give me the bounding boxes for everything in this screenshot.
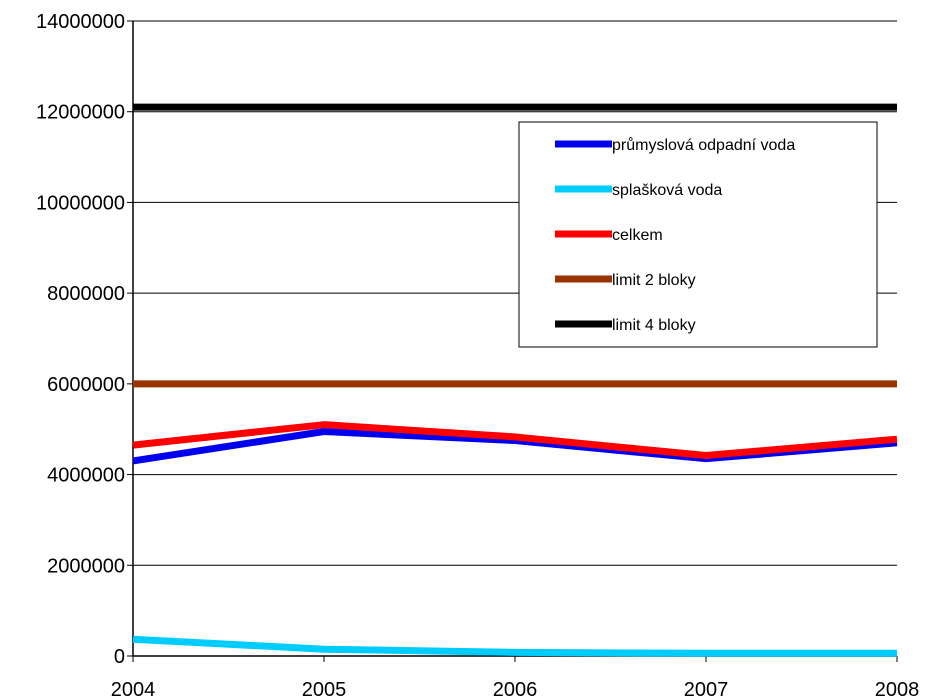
x-tick-label: 2006 xyxy=(493,679,538,700)
y-tick-label: 10000000 xyxy=(36,192,125,214)
legend: průmyslová odpadní voda splašková voda cel… xyxy=(518,121,878,348)
legend-label: limit 4 bloky xyxy=(612,317,696,334)
series-line xyxy=(132,421,898,460)
y-tick-label: 12000000 xyxy=(36,102,125,124)
x-tick-label: 2005 xyxy=(302,679,347,700)
series-line xyxy=(132,635,897,657)
legend-label: splašková voda xyxy=(612,182,722,199)
x-tick-label: 2008 xyxy=(875,679,920,700)
y-tick-label: 2000000 xyxy=(47,555,125,577)
legend-label: celkem xyxy=(612,227,663,244)
y-tick-label: 8000000 xyxy=(47,283,125,305)
y-tick-labels: 0 2000000 4000000 6000000 8000000 10000000 120… xyxy=(36,11,125,668)
y-tick-label: 14000000 xyxy=(36,11,125,33)
series-lines xyxy=(132,103,898,657)
y-tick-label: 4000000 xyxy=(47,465,125,487)
y-tick-label: 0 xyxy=(114,646,125,668)
y-tick-label: 6000000 xyxy=(47,374,125,396)
x-tick-label: 2007 xyxy=(684,679,729,700)
legend-label: limit 2 bloky xyxy=(612,272,696,289)
x-tick-labels: 2004 2005 2006 2007 2008 xyxy=(111,679,920,700)
x-tick-label: 2004 xyxy=(111,679,156,700)
legend-label: průmyslová odpadní voda xyxy=(612,136,795,154)
